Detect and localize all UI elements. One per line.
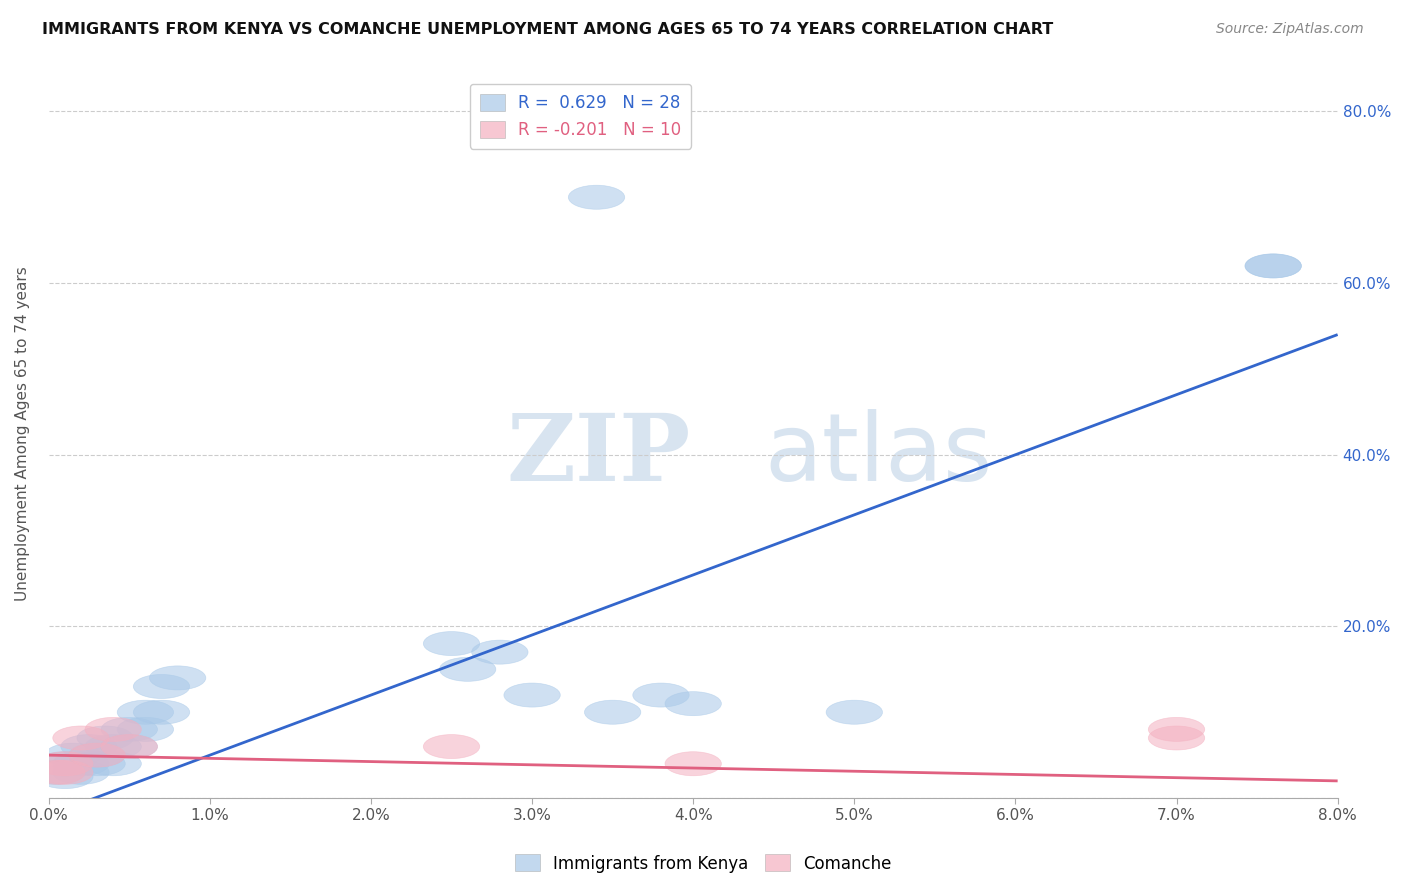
Ellipse shape [28,760,84,784]
Ellipse shape [28,760,84,784]
Ellipse shape [471,640,529,665]
Ellipse shape [633,683,689,707]
Y-axis label: Unemployment Among Ages 65 to 74 years: Unemployment Among Ages 65 to 74 years [15,266,30,600]
Text: Source: ZipAtlas.com: Source: ZipAtlas.com [1216,22,1364,37]
Ellipse shape [423,734,479,758]
Ellipse shape [665,752,721,776]
Ellipse shape [665,691,721,715]
Ellipse shape [1149,726,1205,750]
Ellipse shape [37,752,93,776]
Ellipse shape [37,752,93,776]
Ellipse shape [60,734,117,758]
Ellipse shape [827,700,883,724]
Ellipse shape [84,752,142,776]
Ellipse shape [1244,254,1302,278]
Ellipse shape [440,657,496,681]
Legend: R =  0.629   N = 28, R = -0.201   N = 10: R = 0.629 N = 28, R = -0.201 N = 10 [470,84,690,149]
Ellipse shape [101,717,157,741]
Legend: Immigrants from Kenya, Comanche: Immigrants from Kenya, Comanche [508,847,898,880]
Ellipse shape [117,717,173,741]
Ellipse shape [149,666,205,690]
Ellipse shape [134,700,190,724]
Ellipse shape [101,734,157,758]
Ellipse shape [77,726,134,750]
Ellipse shape [53,726,110,750]
Ellipse shape [585,700,641,724]
Ellipse shape [37,764,93,789]
Ellipse shape [568,186,624,210]
Ellipse shape [53,752,110,776]
Ellipse shape [53,760,110,784]
Text: ZIP: ZIP [506,410,690,500]
Ellipse shape [84,734,142,758]
Ellipse shape [69,743,125,767]
Ellipse shape [69,743,125,767]
Ellipse shape [1244,254,1302,278]
Ellipse shape [423,632,479,656]
Ellipse shape [45,743,101,767]
Ellipse shape [117,700,173,724]
Ellipse shape [84,717,142,741]
Ellipse shape [69,752,125,776]
Ellipse shape [503,683,560,707]
Ellipse shape [1149,717,1205,741]
Text: IMMIGRANTS FROM KENYA VS COMANCHE UNEMPLOYMENT AMONG AGES 65 TO 74 YEARS CORRELA: IMMIGRANTS FROM KENYA VS COMANCHE UNEMPL… [42,22,1053,37]
Ellipse shape [101,734,157,758]
Ellipse shape [37,760,93,784]
Ellipse shape [134,674,190,698]
Text: atlas: atlas [763,409,993,501]
